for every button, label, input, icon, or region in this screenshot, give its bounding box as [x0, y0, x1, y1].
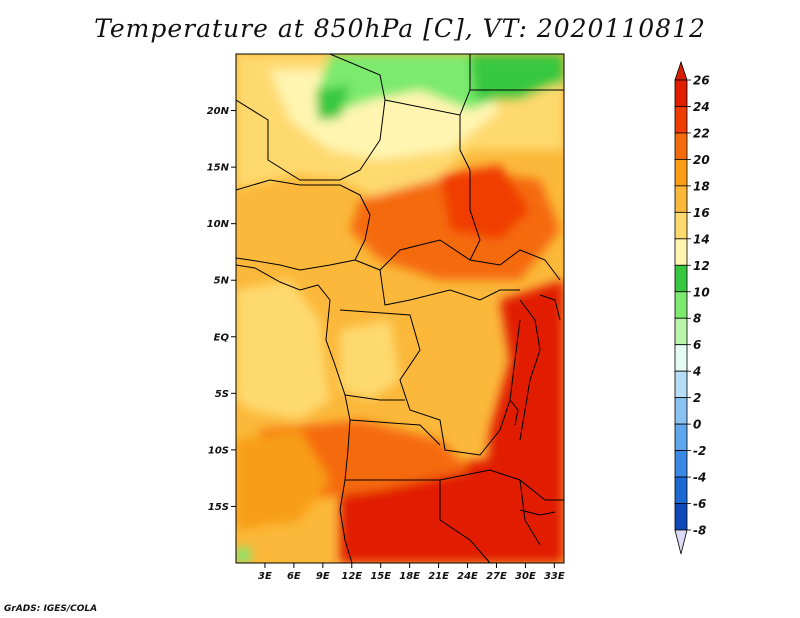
colorbar-label: 24 — [693, 100, 710, 114]
colorbar-segment — [674, 185, 688, 213]
colorbar-label: 26 — [693, 74, 710, 88]
lat-tick-label: EQ — [214, 332, 230, 343]
lon-tick-label: 3E — [258, 571, 272, 582]
lat-tick-label: 5S — [215, 389, 229, 400]
colorbar-segment — [674, 106, 688, 134]
lon-tick-label: 30E — [515, 571, 536, 582]
colorbar-label: -2 — [693, 444, 706, 458]
colorbar-label: 2 — [693, 391, 701, 405]
colorbar-segment — [674, 423, 688, 451]
credit-text: GrADS: IGES/COLA — [4, 604, 98, 614]
colorbar-segment — [674, 159, 688, 187]
colorbar-segment — [674, 370, 688, 399]
lon-tick-label: 24E — [457, 571, 478, 582]
colorbar-label: 18 — [693, 179, 710, 193]
colorbar-segment — [674, 503, 688, 531]
lat-tick-label: 15N — [207, 163, 230, 174]
longitude-axis: 3E 6E 9E 12E 15E 18E 21E 24E 27E 30E 33E — [258, 563, 565, 582]
lon-tick-label: 21E — [428, 571, 449, 582]
colorbar-segment — [674, 317, 688, 346]
colorbar-segment — [674, 79, 688, 107]
lon-tick-label: 9E — [316, 571, 330, 582]
colorbar-label: -6 — [693, 497, 706, 511]
colorbar-top-arrow — [674, 60, 688, 81]
colorbar-label: 12 — [693, 259, 710, 273]
colorbar-label: -4 — [693, 471, 706, 485]
lon-tick-label: 12E — [341, 571, 362, 582]
temperature-field — [236, 54, 564, 563]
lat-tick-label: 10N — [207, 219, 230, 230]
lon-tick-label: 6E — [287, 571, 301, 582]
lat-tick-label: 10S — [208, 445, 229, 456]
colorbar-label: 22 — [693, 126, 710, 140]
colorbar-segment — [674, 264, 688, 293]
colorbar-segment — [674, 397, 688, 425]
colorbar-segment — [674, 211, 688, 240]
colorbar-label: -8 — [693, 524, 706, 538]
colorbar-label: 14 — [693, 232, 710, 246]
colorbar-segment — [674, 450, 688, 478]
colorbar-segment — [674, 238, 688, 266]
lon-tick-label: 27E — [486, 571, 507, 582]
colorbar-label: 16 — [693, 206, 710, 220]
lat-tick-label: 15S — [208, 502, 229, 513]
lon-tick-label: 18E — [399, 571, 420, 582]
lon-tick-label: 33E — [544, 571, 565, 582]
lat-tick-label: 5N — [214, 276, 230, 287]
colorbar-label: 4 — [692, 365, 701, 379]
lat-tick-label: 20N — [207, 106, 230, 117]
country-boundaries — [236, 54, 564, 563]
colorbar-label: 0 — [693, 418, 701, 432]
latitude-axis: 20N 15N 10N 5N EQ 5S 10S 15S — [207, 106, 236, 513]
colorbar-label: 20 — [693, 153, 710, 167]
colorbar-label: 6 — [693, 338, 701, 352]
colorbar-label: 8 — [693, 312, 701, 326]
colorbar-label: 10 — [693, 285, 710, 299]
map-title: Temperature at 850hPa [C], VT: 202011081… — [94, 14, 706, 43]
plot-frame — [235, 53, 565, 564]
colorbar-segment — [674, 344, 688, 372]
colorbar-segment — [674, 476, 688, 504]
colorbar-segment — [674, 132, 688, 160]
colorbar-segment — [674, 291, 688, 319]
lon-tick-label: 15E — [370, 571, 391, 582]
colorbar-bottom-arrow — [674, 529, 688, 555]
